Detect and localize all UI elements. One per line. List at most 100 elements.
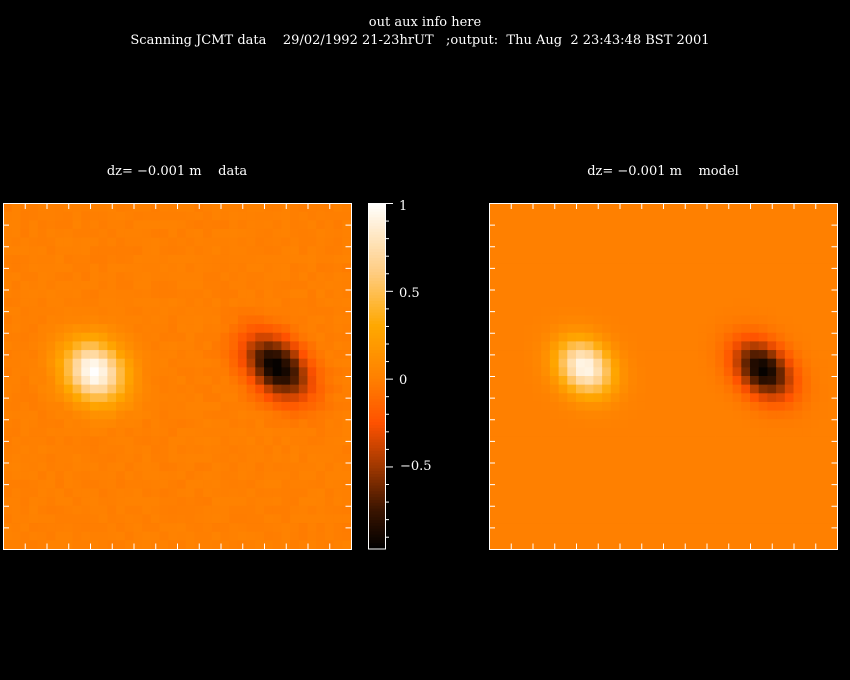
colorbar-segment — [368, 430, 385, 435]
heatmap-cell — [290, 436, 300, 446]
heatmap-cell — [767, 436, 777, 446]
heatmap-cell — [784, 263, 794, 273]
heatmap-cell — [307, 254, 317, 264]
heatmap-cell — [229, 505, 239, 515]
heatmap-cell — [107, 228, 117, 238]
heatmap-cell — [220, 497, 230, 507]
heatmap-cell — [342, 462, 352, 472]
heatmap-cell — [264, 401, 274, 411]
heatmap-cell — [515, 393, 525, 403]
heatmap-cell — [602, 324, 612, 334]
heatmap-cell — [489, 497, 499, 507]
heatmap-cell — [272, 497, 282, 507]
heatmap-cell — [810, 531, 820, 541]
heatmap-cell — [645, 220, 655, 230]
heatmap-cell — [741, 462, 751, 472]
heatmap-cell — [133, 471, 143, 481]
colorbar-segment — [368, 246, 385, 250]
heatmap-cell — [802, 280, 812, 290]
heatmap-cell — [697, 393, 707, 403]
heatmap-cell — [758, 445, 768, 455]
heatmap-cell — [194, 401, 204, 411]
heatmap-cell — [203, 367, 213, 377]
model-panel-title: dz= −0.001 m model — [587, 164, 739, 179]
heatmap-cell — [523, 280, 533, 290]
heatmap-cell — [55, 419, 65, 429]
heatmap-cell — [541, 228, 551, 238]
heatmap-cell — [133, 453, 143, 463]
heatmap-cell — [81, 280, 91, 290]
heatmap-cell — [810, 427, 820, 437]
heatmap-cell — [741, 436, 751, 446]
heatmap-cell — [584, 350, 594, 360]
heatmap-cell — [602, 523, 612, 533]
heatmap-cell — [229, 401, 239, 411]
heatmap-cell — [610, 471, 620, 481]
heatmap-cell — [715, 393, 725, 403]
heatmap-cell — [793, 228, 803, 238]
heatmap-cell — [584, 272, 594, 282]
heatmap-cell — [333, 315, 343, 325]
heatmap-cell — [116, 531, 126, 541]
heatmap-cell — [55, 306, 65, 316]
heatmap-cell — [628, 358, 638, 368]
heatmap-cell — [715, 203, 725, 213]
heatmap-cell — [558, 324, 568, 334]
heatmap-cell — [116, 401, 126, 411]
heatmap-cell — [55, 540, 65, 550]
heatmap-cell — [246, 254, 256, 264]
heatmap-cell — [706, 315, 716, 325]
heatmap-cell — [636, 315, 646, 325]
heatmap-cell — [732, 471, 742, 481]
heatmap-cell — [706, 453, 716, 463]
heatmap-cell — [810, 324, 820, 334]
heatmap-cell — [11, 384, 21, 394]
heatmap-cell — [497, 298, 507, 308]
heatmap-cell — [255, 220, 265, 230]
heatmap-cell — [3, 376, 13, 386]
heatmap-cell — [593, 531, 603, 541]
heatmap-cell — [72, 505, 82, 515]
heatmap-cell — [576, 254, 586, 264]
heatmap-cell — [98, 324, 108, 334]
heatmap-cell — [298, 228, 308, 238]
heatmap-cell — [715, 419, 725, 429]
heatmap-cell — [776, 410, 786, 420]
heatmap-cell — [133, 419, 143, 429]
heatmap-cell — [124, 341, 134, 351]
heatmap-cell — [636, 263, 646, 273]
heatmap-cell — [706, 289, 716, 299]
heatmap-cell — [515, 306, 525, 316]
heatmap-cell — [229, 280, 239, 290]
heatmap-cell — [246, 479, 256, 489]
heatmap-cell — [697, 298, 707, 308]
heatmap-cell — [107, 367, 117, 377]
heatmap-cell — [689, 350, 699, 360]
heatmap-cell — [307, 531, 317, 541]
heatmap-cell — [255, 341, 265, 351]
heatmap-cell — [610, 497, 620, 507]
heatmap-cell — [272, 324, 282, 334]
heatmap-cell — [802, 263, 812, 273]
heatmap-cell — [159, 505, 169, 515]
heatmap-cell — [628, 254, 638, 264]
heatmap-cell — [211, 350, 221, 360]
heatmap-cell — [63, 228, 73, 238]
heatmap-cell — [72, 419, 82, 429]
heatmap-cell — [203, 419, 213, 429]
heatmap-cell — [133, 324, 143, 334]
heatmap-cell — [602, 263, 612, 273]
heatmap-cell — [37, 384, 47, 394]
heatmap-cell — [107, 237, 117, 247]
heatmap-cell — [272, 505, 282, 515]
heatmap-cell — [784, 280, 794, 290]
heatmap-cell — [133, 462, 143, 472]
colorbar-segment — [368, 254, 385, 259]
heatmap-cell — [133, 367, 143, 377]
heatmap-cell — [90, 436, 100, 446]
heatmap-cell — [81, 246, 91, 256]
heatmap-cell — [706, 445, 716, 455]
heatmap-cell — [489, 531, 499, 541]
heatmap-cell — [29, 514, 39, 524]
heatmap-cell — [610, 315, 620, 325]
